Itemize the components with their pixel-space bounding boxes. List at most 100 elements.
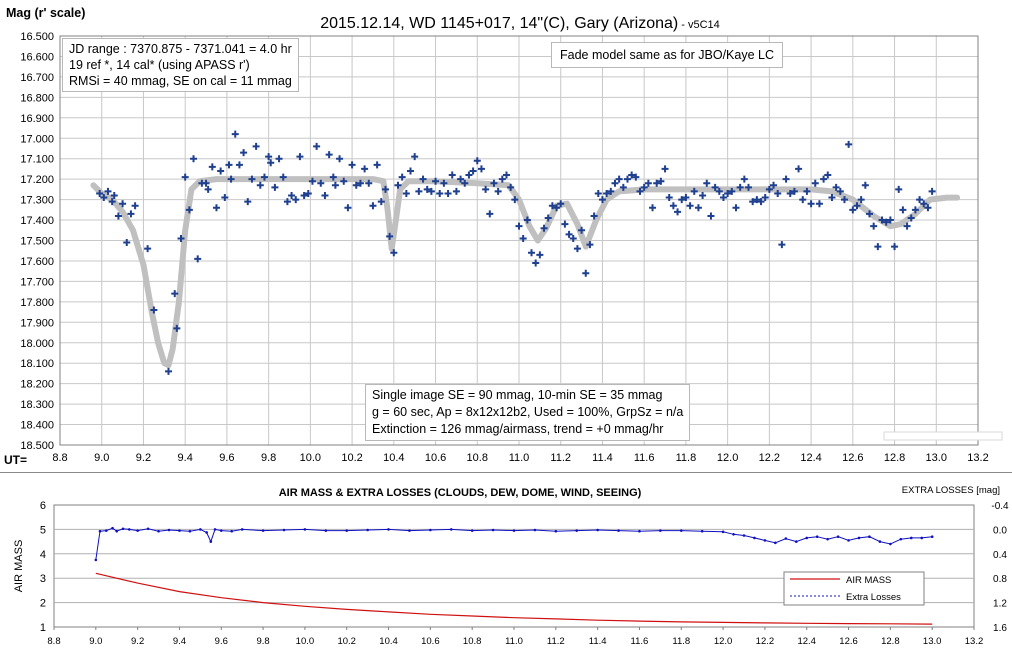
data-point [240,149,248,157]
data-point [267,159,275,167]
data-point [100,194,108,202]
data-point [749,198,757,206]
data-point [916,196,924,204]
data-point [507,183,515,191]
data-point [308,177,316,185]
extra-losses-point [512,529,516,532]
data-point [561,220,569,228]
y-tick-label: 17.600 [20,256,54,268]
extra-losses-point [784,537,788,540]
data-point [795,165,803,173]
x-tick-label: 12.4 [797,636,816,647]
data-point [108,198,116,206]
x-tick-label: 11.2 [547,636,565,647]
x-tick-label: 10.2 [341,452,362,464]
x-tick-label: 10.4 [379,636,398,647]
extra-losses-point [104,529,108,532]
data-point [832,183,840,191]
data-point [317,179,325,187]
y-tick-label: 18.100 [20,358,54,370]
x-tick-label: 9.0 [89,636,102,647]
data-point [578,226,586,234]
data-point [235,161,243,169]
x-tick-label: 9.6 [219,452,234,464]
data-point [465,171,473,179]
y-tick-label: 16.700 [20,72,54,84]
data-point [632,173,640,181]
data-point [283,198,291,206]
x-tick-label: 11.6 [634,452,655,464]
data-point [665,194,673,202]
extra-losses-point [805,536,809,540]
plot-area [53,504,975,628]
data-point [244,198,252,206]
data-point [911,206,919,214]
y-tick-label: 17.200 [20,174,54,186]
data-point [260,173,268,181]
extra-losses-point [826,537,829,541]
x-tick-label: 10.8 [463,636,482,647]
data-point [440,179,448,187]
data-point [778,241,786,249]
data-point [114,212,122,220]
x-tick-label: 10.6 [425,452,446,464]
info-line-2: 19 ref *, 14 cal* (using APASS r') [69,58,250,72]
data-point [815,200,823,208]
data-point [271,183,279,191]
extra-losses-point [199,528,202,531]
data-point [256,181,264,189]
data-point [427,187,435,195]
data-point [732,204,740,212]
extra-losses-point [617,529,620,532]
x-tick-label: 12.2 [759,452,780,464]
data-point [590,212,598,220]
extra-losses-axis-label: EXTRA LOSSES [mag] [902,485,1000,496]
data-point [110,192,118,200]
y-tick-label: 16.500 [20,31,54,43]
extra-losses-point [94,558,98,562]
x-tick-label: 12.0 [717,452,738,464]
data-point [498,175,506,183]
y-tick-label: 4 [40,549,46,561]
extra-losses-point [408,529,411,532]
y2-tick-label: 1.2 [993,599,1007,610]
data-point [765,185,773,193]
x-tick-label: 11.0 [509,452,530,464]
data-point [711,183,719,191]
data-point [225,161,233,169]
x-tick-label: 12.6 [842,452,863,464]
data-point [457,175,465,183]
data-point [411,153,419,161]
y-tick-label: 18.200 [20,379,54,391]
data-point [300,192,308,200]
x-tick-label: 10.0 [300,452,321,464]
data-point [398,173,406,181]
extra-losses-point [303,528,307,531]
data-point [123,239,131,247]
legend: AIR MASS Extra Losses [783,571,925,606]
data-point [611,179,619,187]
data-point [536,251,544,259]
data-point [540,224,548,232]
data-point [340,177,348,185]
data-point [803,187,811,195]
data-point [715,187,723,195]
data-point [469,167,477,175]
info-line-3: RMSi = 40 mmag, SE on cal = 11 mmag [69,74,292,88]
data-point [870,222,878,230]
x-tick-label: 12.8 [884,452,905,464]
data-point [586,241,594,249]
data-point [928,187,936,195]
extra-losses-point [878,540,882,543]
data-point [486,210,494,218]
data-point [903,222,911,230]
data-point [782,175,790,183]
data-point [623,175,631,183]
extra-losses-point [533,528,537,532]
data-point [181,173,189,181]
data-point [423,185,431,193]
data-point [573,245,581,253]
data-point [924,204,932,212]
extra-losses-point [209,540,213,543]
data-point [177,234,185,242]
